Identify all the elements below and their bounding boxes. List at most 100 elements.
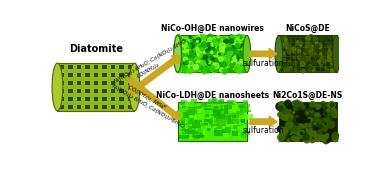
Circle shape bbox=[285, 100, 291, 107]
Circle shape bbox=[208, 62, 212, 66]
Circle shape bbox=[318, 117, 323, 122]
Circle shape bbox=[328, 49, 330, 51]
Circle shape bbox=[315, 113, 320, 118]
Circle shape bbox=[235, 66, 241, 72]
Circle shape bbox=[305, 49, 308, 53]
Bar bbox=[187, 112, 192, 116]
Circle shape bbox=[230, 35, 235, 40]
Circle shape bbox=[226, 43, 228, 46]
Bar bbox=[200, 133, 203, 136]
Circle shape bbox=[228, 53, 232, 58]
Circle shape bbox=[212, 37, 216, 40]
Circle shape bbox=[229, 36, 232, 40]
Circle shape bbox=[311, 60, 315, 64]
Bar bbox=[192, 106, 201, 109]
Bar bbox=[185, 100, 188, 106]
Bar bbox=[193, 107, 195, 113]
Circle shape bbox=[307, 123, 311, 127]
Text: Ni(NO₃)₂·6H₂O, Co(NO₃)₂·6H₂O: Ni(NO₃)₂·6H₂O, Co(NO₃)₂·6H₂O bbox=[111, 83, 185, 129]
Circle shape bbox=[320, 36, 324, 40]
Circle shape bbox=[241, 50, 246, 55]
Circle shape bbox=[291, 124, 294, 128]
Bar bbox=[110, 73, 115, 77]
Circle shape bbox=[306, 57, 310, 61]
Circle shape bbox=[187, 64, 192, 69]
Circle shape bbox=[181, 48, 184, 51]
Circle shape bbox=[222, 56, 226, 60]
Circle shape bbox=[304, 50, 305, 51]
Bar bbox=[102, 73, 107, 77]
Bar bbox=[243, 99, 248, 104]
Circle shape bbox=[220, 43, 226, 49]
Circle shape bbox=[292, 112, 294, 114]
Bar bbox=[223, 121, 226, 126]
Circle shape bbox=[185, 61, 188, 64]
Bar bbox=[94, 73, 98, 77]
Circle shape bbox=[281, 35, 283, 37]
Circle shape bbox=[203, 62, 205, 63]
Circle shape bbox=[202, 37, 208, 43]
Circle shape bbox=[282, 110, 288, 116]
Circle shape bbox=[205, 66, 208, 68]
Bar bbox=[204, 111, 212, 114]
Circle shape bbox=[245, 68, 247, 69]
Bar bbox=[192, 131, 196, 136]
Bar bbox=[181, 100, 186, 105]
Bar bbox=[119, 89, 124, 93]
Circle shape bbox=[187, 61, 192, 64]
Circle shape bbox=[226, 55, 230, 58]
Bar bbox=[279, 102, 336, 141]
Circle shape bbox=[282, 53, 285, 55]
Circle shape bbox=[294, 100, 300, 106]
Circle shape bbox=[327, 103, 331, 107]
Circle shape bbox=[243, 35, 245, 37]
Circle shape bbox=[297, 133, 300, 136]
Circle shape bbox=[227, 68, 231, 72]
Circle shape bbox=[322, 136, 324, 138]
Circle shape bbox=[315, 105, 320, 110]
Circle shape bbox=[239, 35, 245, 41]
Bar bbox=[194, 135, 200, 138]
Circle shape bbox=[198, 62, 203, 66]
Bar bbox=[94, 89, 98, 93]
Bar bbox=[200, 106, 206, 108]
Bar bbox=[57, 63, 135, 111]
Circle shape bbox=[192, 55, 195, 57]
Circle shape bbox=[220, 64, 222, 66]
Bar bbox=[214, 113, 223, 118]
Circle shape bbox=[327, 56, 329, 58]
Bar bbox=[182, 127, 186, 131]
Circle shape bbox=[287, 133, 289, 134]
Circle shape bbox=[279, 45, 282, 48]
Circle shape bbox=[230, 62, 232, 64]
Circle shape bbox=[243, 38, 246, 42]
Circle shape bbox=[222, 65, 224, 68]
Circle shape bbox=[211, 39, 217, 45]
Circle shape bbox=[232, 60, 234, 61]
Bar bbox=[220, 105, 223, 109]
Bar bbox=[202, 130, 204, 135]
Circle shape bbox=[307, 110, 312, 116]
Circle shape bbox=[324, 135, 330, 142]
Text: Ni(NO₃)₂·6H₂O, Co(NO₃)₂·6H₂O: Ni(NO₃)₂·6H₂O, Co(NO₃)₂·6H₂O bbox=[113, 39, 187, 84]
Circle shape bbox=[220, 56, 225, 62]
Circle shape bbox=[211, 38, 215, 42]
Circle shape bbox=[291, 122, 297, 129]
Bar bbox=[211, 108, 219, 112]
Bar bbox=[188, 120, 197, 125]
Bar bbox=[218, 111, 220, 115]
Text: Ni2Co1S@DE-NS: Ni2Co1S@DE-NS bbox=[273, 91, 343, 100]
Circle shape bbox=[286, 114, 293, 120]
Bar bbox=[189, 118, 194, 121]
Circle shape bbox=[240, 49, 245, 54]
Circle shape bbox=[217, 36, 220, 38]
Circle shape bbox=[285, 39, 287, 40]
Circle shape bbox=[315, 135, 322, 141]
Circle shape bbox=[290, 122, 297, 129]
Circle shape bbox=[221, 67, 225, 71]
Circle shape bbox=[177, 63, 182, 68]
Circle shape bbox=[333, 134, 335, 137]
Circle shape bbox=[313, 53, 316, 56]
Circle shape bbox=[229, 39, 234, 43]
Bar bbox=[102, 97, 107, 101]
